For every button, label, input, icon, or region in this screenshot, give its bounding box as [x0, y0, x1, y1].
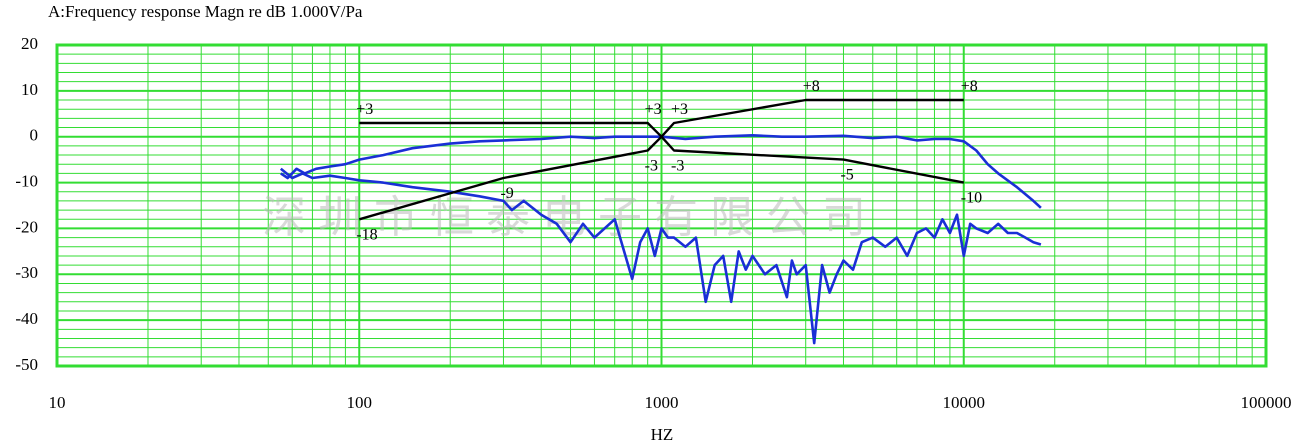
y-tick-label: -40	[15, 309, 38, 328]
x-tick-label: 1000	[645, 393, 679, 412]
x-axis-ticks: 10 100 1000 10000 100000	[49, 393, 1292, 412]
y-tick-label: -30	[15, 263, 38, 282]
x-tick-label: 10000	[943, 393, 986, 412]
limit-annotation: -9	[500, 185, 513, 202]
plot-frame	[55, 43, 1268, 368]
x-tick-label: 100000	[1241, 393, 1292, 412]
x-tick-label: 100	[347, 393, 373, 412]
series-layer	[279, 98, 1042, 345]
limit-annotation: +3	[356, 101, 373, 118]
limit-annotation: -18	[356, 226, 377, 243]
annotation-layer: +3 +3 +3 +8 +8 -3 -3 -5 -9 -10 -18	[356, 78, 982, 243]
y-tick-label: 0	[30, 126, 39, 145]
limit-annotation: -3	[671, 157, 684, 174]
chart-title: A:Frequency response Magn re dB 1.000V/P…	[48, 2, 363, 21]
limit-annotation: -5	[840, 167, 853, 184]
y-tick-label: -50	[15, 355, 38, 374]
watermark: 深圳市恒泰电子有限公司	[262, 192, 878, 243]
limit-annotation: -3	[645, 157, 658, 174]
limit-annotation: +8	[961, 78, 978, 95]
limit-annotation: +3	[645, 101, 662, 118]
series-upper-limit	[359, 98, 964, 138]
limit-annotation: +3	[671, 101, 688, 118]
y-tick-label: -20	[15, 217, 38, 236]
x-axis-label: HZ	[651, 425, 674, 443]
y-tick-label: 10	[21, 80, 38, 99]
limit-annotation: -10	[961, 190, 982, 207]
y-tick-label: -10	[15, 171, 38, 190]
x-tick-label: 10	[49, 393, 66, 412]
series-lower-limit	[358, 135, 965, 221]
limit-annotation: +8	[803, 78, 820, 95]
y-axis-ticks: 20 10 0 -10 -20 -30 -40 -50	[15, 34, 38, 374]
y-tick-label: 20	[21, 34, 38, 53]
watermark-text: 深圳市恒泰电子有限公司	[262, 192, 878, 243]
series-response-off-axis	[279, 167, 1042, 345]
